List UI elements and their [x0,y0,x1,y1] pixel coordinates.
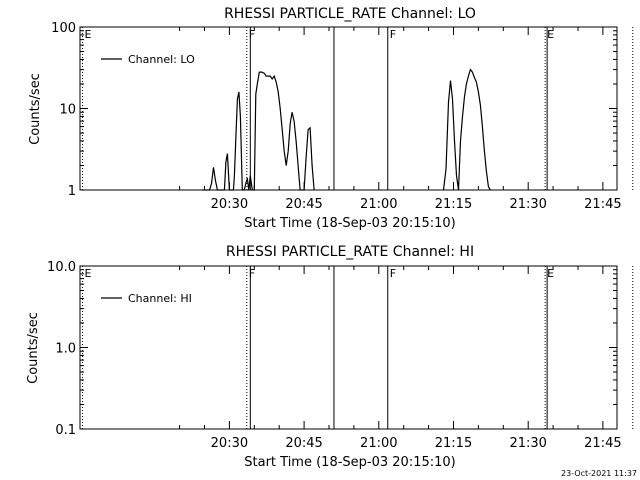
x-tick-label: 21:30 [509,197,546,212]
x-tick-label: 21:30 [509,436,546,451]
x-axis-label: Start Time (18-Sep-03 20:15:10) [244,455,455,470]
event-marker-label: E [84,28,91,41]
event-marker-label: F [249,267,255,280]
event-marker-label: F [390,267,396,280]
y-axis-label: Counts/sec [28,73,43,145]
x-axis-label: Start Time (18-Sep-03 20:15:10) [244,216,455,231]
legend-label: Channel: HI [128,292,192,305]
chart-title: RHESSI PARTICLE_RATE Channel: LO [224,6,476,22]
y-tick-label: 10.0 [47,260,76,275]
event-marker-label: E [84,267,91,280]
y-tick-label: 0.1 [55,423,76,438]
y-tick-label: 1 [68,184,76,199]
event-marker-label: E [547,267,554,280]
legend-label: Channel: LO [128,53,195,66]
x-tick-label: 20:30 [211,436,248,451]
x-tick-label: 21:45 [584,197,621,212]
y-tick-label: 1.0 [55,342,76,357]
x-tick-label: 20:45 [285,436,322,451]
plot-frame [79,265,618,430]
x-tick-label: 20:30 [211,197,248,212]
x-tick-label: 21:15 [435,197,472,212]
event-marker-label: E [547,28,554,41]
x-tick-label: 21:15 [435,436,472,451]
x-tick-label: 21:00 [360,197,397,212]
chart-title: RHESSI PARTICLE_RATE Channel: HI [226,244,474,260]
data-series-line [202,71,315,191]
hi-channel-panel: RHESSI PARTICLE_RATE Channel: HI Start T… [26,244,634,470]
y-tick-label: 10 [59,103,76,118]
timestamp: 23-Oct-2021 11:37 [561,469,637,478]
x-tick-label: 21:00 [360,436,397,451]
data-series-line [442,68,491,191]
lo-channel-panel: RHESSI PARTICLE_RATE Channel: LO Start T… [28,6,634,231]
x-tick-label: 20:45 [285,197,322,212]
y-tick-label: 100 [51,21,76,36]
plot-frame [79,26,618,191]
y-axis-label: Counts/sec [26,312,41,384]
event-marker-label: F [249,28,255,41]
event-marker-label: F [390,28,396,41]
x-tick-label: 21:45 [584,436,621,451]
